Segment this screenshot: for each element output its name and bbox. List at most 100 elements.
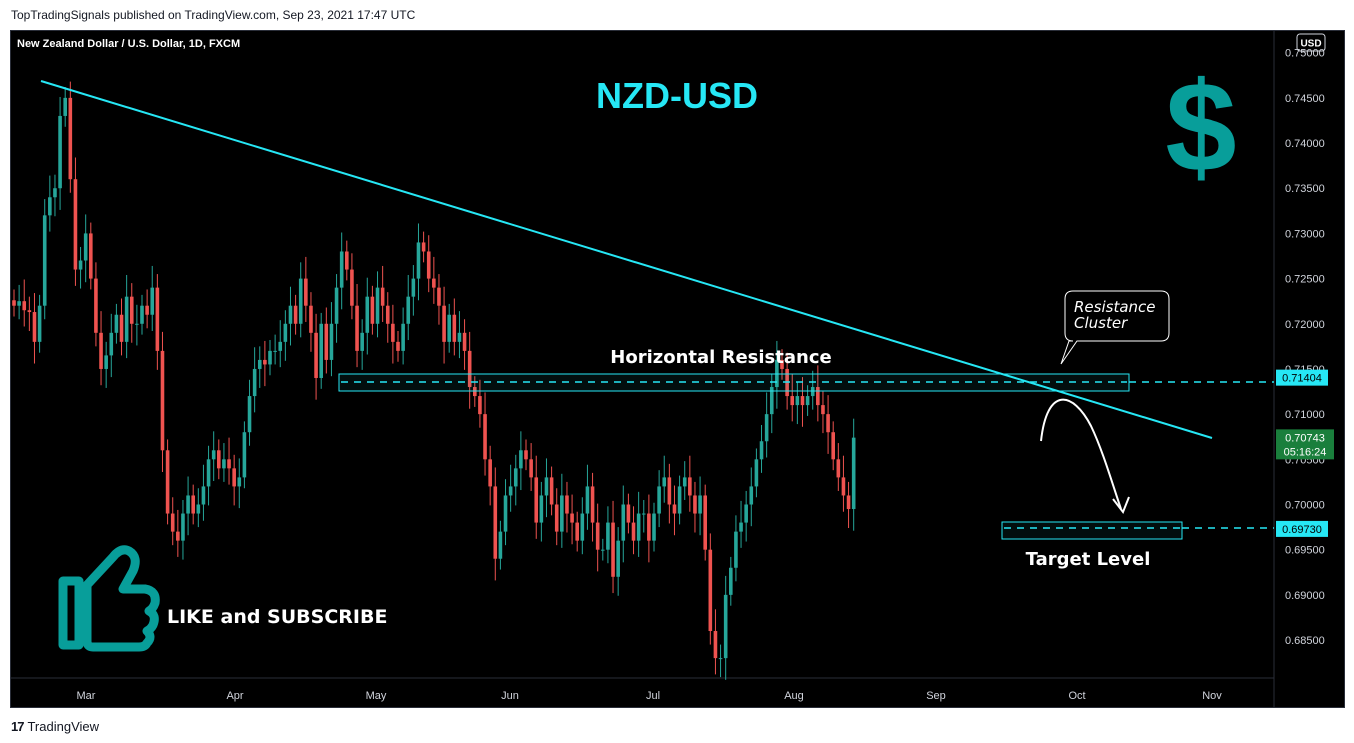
candle-body (698, 495, 702, 514)
candle-body (616, 540, 620, 577)
x-tick-label: May (366, 690, 387, 702)
candle-body (237, 477, 242, 487)
candle-body (385, 305, 390, 324)
candle-body (821, 405, 825, 415)
projection-arrow (1040, 398, 1122, 510)
y-tick-label: 0.72500 (1285, 274, 1325, 286)
candle-body (534, 477, 539, 523)
level-price-label: 0.71404 (1282, 373, 1322, 385)
countdown-label: 05:16:24 (1284, 446, 1327, 458)
candle-body (201, 486, 206, 505)
candle-body (170, 513, 175, 532)
candle-body (473, 387, 477, 397)
y-tick-label: 0.73500 (1285, 183, 1325, 195)
time-axis[interactable]: Mar Apr May Jun Jul Aug Sep Oct Nov (77, 690, 1223, 702)
candle-body (314, 332, 318, 378)
candle-body (759, 441, 764, 460)
candle-body (447, 314, 451, 342)
candle-body (841, 477, 846, 496)
candle-body (503, 495, 508, 532)
candle-body (124, 296, 129, 342)
candle-body (780, 359, 784, 369)
candle-body (396, 341, 400, 351)
candle-body (68, 97, 73, 180)
candle-body (739, 522, 743, 532)
descending-trendline[interactable] (40, 80, 1213, 439)
chart-frame[interactable]: New Zealand Dollar / U.S. Dollar, 1D, FX… (10, 30, 1345, 708)
target-zone[interactable] (1001, 521, 1183, 540)
thumbs-up-icon (58, 545, 160, 652)
candle-body (283, 323, 288, 342)
candle-body (391, 323, 395, 342)
candle-body (775, 359, 779, 388)
currency-badge-bg[interactable] (1296, 33, 1326, 52)
candle-body (63, 97, 67, 116)
candle-body (734, 531, 738, 568)
candle-body (119, 314, 124, 342)
candle-body (365, 296, 370, 333)
symbol-info: New Zealand Dollar / U.S. Dollar, 1D, FX… (17, 38, 240, 50)
candle-body (222, 459, 226, 469)
candle-body (181, 513, 185, 541)
candle-body (795, 396, 800, 406)
candle-body (145, 305, 149, 315)
candle-body (406, 296, 411, 324)
chart-title: NZD-USD (596, 75, 758, 116)
candle-body (53, 188, 57, 198)
candle-body (560, 495, 564, 532)
candle-body (263, 359, 267, 365)
candle-body (851, 437, 856, 510)
candle-body (176, 531, 180, 541)
candle-body (595, 522, 600, 550)
candle-body (22, 301, 27, 311)
candle-body (437, 287, 441, 306)
candle-body (729, 567, 733, 595)
resistance-cluster-label: Resistance Cluster (1074, 298, 1156, 332)
candle-body (42, 215, 47, 306)
candle-body (585, 486, 590, 514)
candle-body (196, 504, 201, 514)
candle-body (513, 468, 518, 487)
candle-body (99, 332, 103, 369)
candle-body (350, 269, 354, 306)
candle-body (421, 242, 426, 252)
candle-body (508, 486, 513, 496)
x-tick-label: Sep (926, 690, 946, 702)
candle-body (672, 504, 677, 514)
candle-body (109, 332, 114, 356)
candle-body (165, 450, 170, 514)
candle-body (227, 459, 231, 469)
last-price-label: 0.70743 (1285, 432, 1325, 444)
candle-body (524, 450, 528, 460)
candle-body (17, 301, 21, 306)
y-tick-label: 0.69500 (1285, 545, 1325, 557)
y-tick-label: 0.72000 (1285, 319, 1325, 331)
projection-arrowhead (1112, 496, 1130, 515)
candle-body (749, 486, 754, 505)
last-price-tag (1276, 429, 1334, 460)
candle-body (191, 495, 195, 514)
price-axis[interactable]: 0.75000 0.74500 0.74000 0.73500 0.73000 0.725… (1285, 48, 1325, 647)
candle-body (370, 296, 375, 324)
candle-body (723, 594, 728, 659)
y-tick-label: 0.75000 (1285, 48, 1325, 60)
x-tick-label: Jun (501, 690, 519, 702)
candle-body (401, 323, 405, 351)
candle-body (575, 522, 579, 541)
y-tick-label: 0.68500 (1285, 635, 1325, 647)
candle-body (631, 522, 636, 541)
candle-body (693, 495, 697, 514)
candle-body (298, 278, 303, 324)
candle-body (278, 341, 283, 351)
footer-brand: TradingView (27, 718, 100, 734)
candle-body (826, 414, 830, 433)
candlestick-chart[interactable]: New Zealand Dollar / U.S. Dollar, 1D, FX… (11, 31, 1344, 707)
level-price-label: 0.69730 (1282, 524, 1322, 536)
candle-body (554, 504, 559, 532)
candle-body (611, 522, 615, 577)
candle-body (708, 549, 713, 632)
candle-body (12, 300, 16, 306)
candle-body (467, 350, 472, 388)
candle-body (432, 278, 436, 288)
candle-body (493, 486, 498, 559)
